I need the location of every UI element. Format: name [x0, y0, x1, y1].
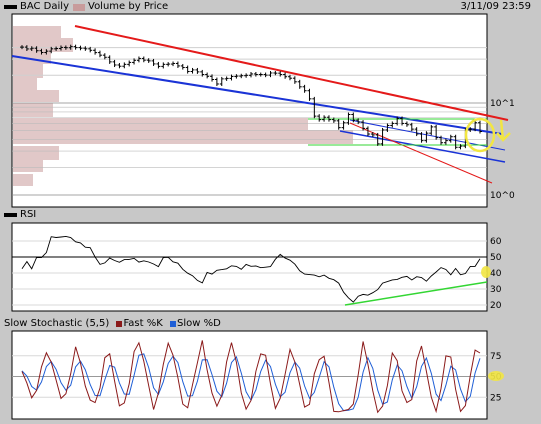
- rsi-tick-label: 30: [490, 285, 502, 295]
- volume-by-price-bar: [13, 130, 353, 144]
- price-tick-label: 10^0: [490, 191, 515, 201]
- rsi-highlight: [481, 266, 491, 278]
- fast-k-swatch: [116, 321, 123, 327]
- rsi-support-line: [344, 281, 488, 306]
- down-arrow-annotation: [496, 119, 511, 142]
- stoch-highlight: [488, 371, 504, 381]
- volume-by-price-bar: [13, 118, 308, 130]
- volume-by-price-bar: [13, 146, 59, 160]
- price-tick-label: 10^1: [490, 99, 515, 109]
- price-axis: 10^1 10^0: [490, 99, 515, 201]
- slow-d-swatch: [169, 321, 176, 327]
- stoch-panel: [11, 330, 488, 420]
- rsi-gridlines: [12, 240, 487, 306]
- volume-by-price-bar: [13, 103, 53, 117]
- rsi-tick-label: 40: [490, 269, 502, 279]
- highlight-circle: [464, 117, 496, 153]
- stoch-panel-header: Slow Stochastic (5,5) Fast %K Slow %D: [0, 317, 541, 331]
- header-datetime: 3/11/09 23:59: [460, 1, 531, 12]
- rsi-label: RSI: [20, 209, 37, 220]
- symbol-label: BAC Daily: [20, 1, 69, 12]
- volume-by-price-bar: [13, 38, 73, 52]
- stoch-tick-label: 75: [490, 352, 501, 362]
- rsi-line: [21, 235, 481, 303]
- short-channel-lower-red: [349, 122, 493, 184]
- lower-channel-line: [11, 55, 503, 135]
- slow-d-label: Slow %D: [176, 318, 221, 329]
- rsi-panel-header: RSI: [0, 208, 541, 222]
- stoch-tick-label: 25: [490, 393, 501, 403]
- rsi-tick-label: 60: [490, 237, 502, 247]
- short-channel-lower-blue: [339, 130, 506, 163]
- volume-by-price-bars: [13, 26, 353, 186]
- rsi-swatch: [4, 213, 17, 217]
- upper-channel-line: [74, 25, 509, 121]
- volume-by-price-bar: [13, 160, 43, 172]
- fast-k-label: Fast %K: [123, 318, 163, 329]
- rsi-panel: [11, 222, 488, 312]
- volume-by-price-bar: [13, 174, 33, 186]
- volume-by-price-bar: [13, 78, 37, 90]
- stoch-label: Slow Stochastic (5,5): [4, 318, 110, 329]
- volume-by-price-bar: [13, 64, 43, 78]
- volume-by-price-label: Volume by Price: [88, 1, 169, 12]
- price-panel-header: BAC Daily Volume by Price 3/11/09 23:59: [0, 0, 541, 14]
- fast-k-line: [21, 340, 481, 414]
- volume-swatch: [73, 3, 85, 11]
- volume-by-price-bar: [13, 90, 59, 102]
- rsi-axis: 60 50 40 30 20: [490, 237, 502, 311]
- rsi-tick-label: 20: [490, 301, 502, 311]
- symbol-swatch: [4, 5, 17, 9]
- price-panel: [11, 13, 488, 208]
- volume-by-price-bar: [13, 26, 61, 38]
- rsi-tick-label: 50: [490, 253, 502, 263]
